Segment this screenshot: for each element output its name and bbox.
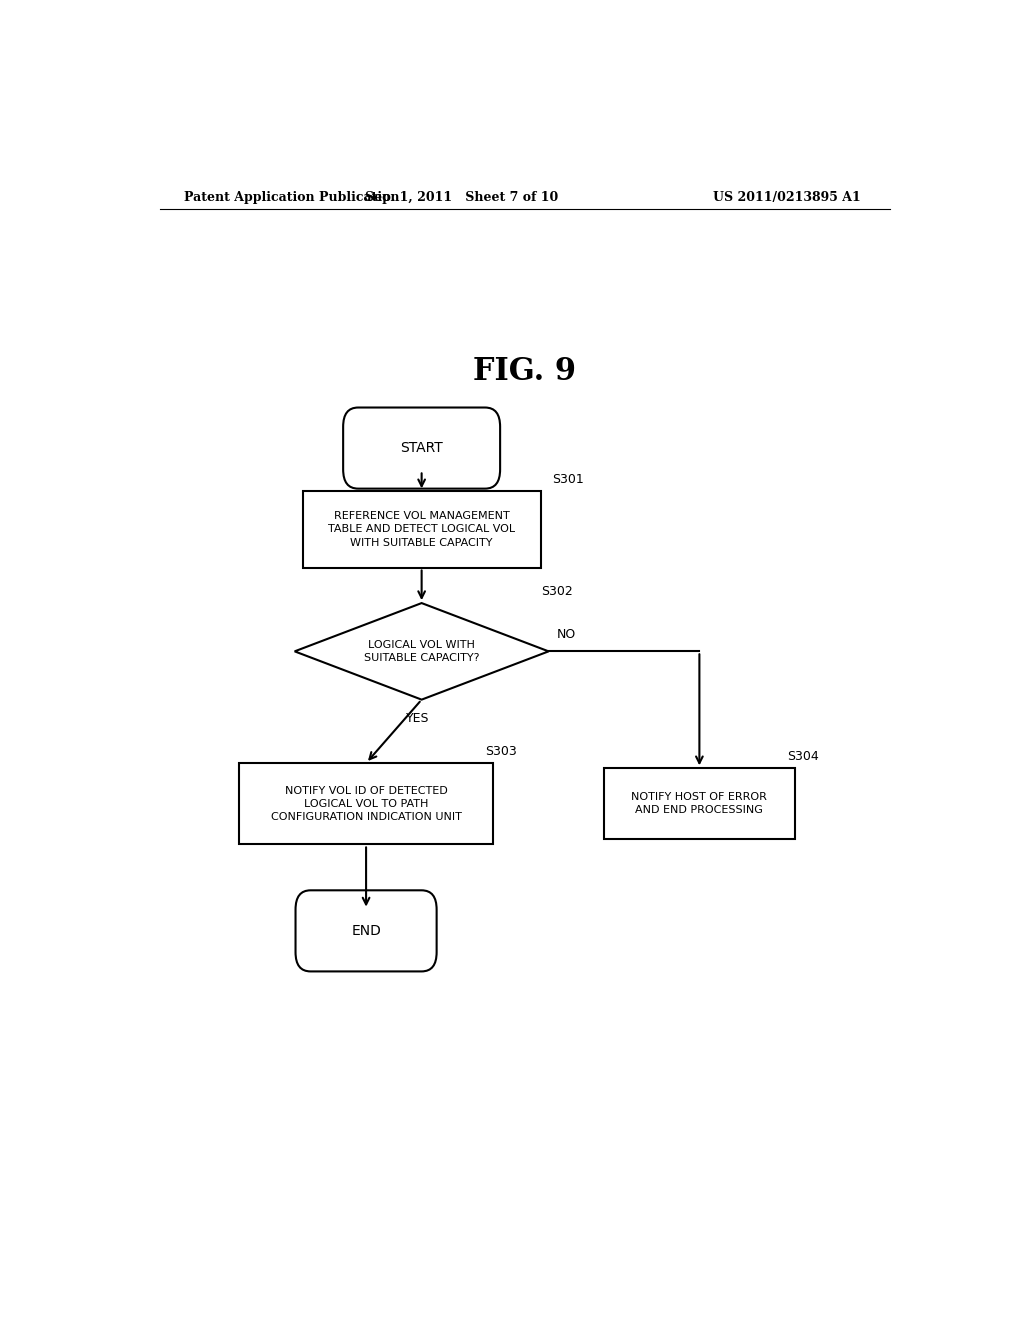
Text: S303: S303 [485, 744, 517, 758]
Bar [303, 491, 541, 568]
Text: S301: S301 [553, 473, 585, 486]
Text: YES: YES [406, 711, 429, 725]
Bar [239, 763, 493, 845]
Bar [604, 768, 795, 840]
Text: NOTIFY VOL ID OF DETECTED
LOGICAL VOL TO PATH
CONFIGURATION INDICATION UNIT: NOTIFY VOL ID OF DETECTED LOGICAL VOL TO… [270, 785, 462, 822]
Polygon shape [295, 603, 549, 700]
Text: S304: S304 [786, 750, 818, 763]
Text: LOGICAL VOL WITH
SUITABLE CAPACITY?: LOGICAL VOL WITH SUITABLE CAPACITY? [364, 640, 479, 663]
Text: US 2011/0213895 A1: US 2011/0213895 A1 [713, 190, 860, 203]
Text: START: START [400, 441, 443, 455]
Text: Sep. 1, 2011   Sheet 7 of 10: Sep. 1, 2011 Sheet 7 of 10 [365, 190, 558, 203]
Text: Patent Application Publication: Patent Application Publication [183, 190, 399, 203]
FancyBboxPatch shape [343, 408, 500, 488]
Text: S302: S302 [541, 585, 572, 598]
Text: NOTIFY HOST OF ERROR
AND END PROCESSING: NOTIFY HOST OF ERROR AND END PROCESSING [632, 792, 767, 816]
FancyBboxPatch shape [296, 890, 436, 972]
Text: FIG. 9: FIG. 9 [473, 356, 577, 387]
Text: END: END [351, 924, 381, 939]
Text: NO: NO [557, 628, 575, 642]
Text: REFERENCE VOL MANAGEMENT
TABLE AND DETECT LOGICAL VOL
WITH SUITABLE CAPACITY: REFERENCE VOL MANAGEMENT TABLE AND DETEC… [328, 511, 515, 548]
